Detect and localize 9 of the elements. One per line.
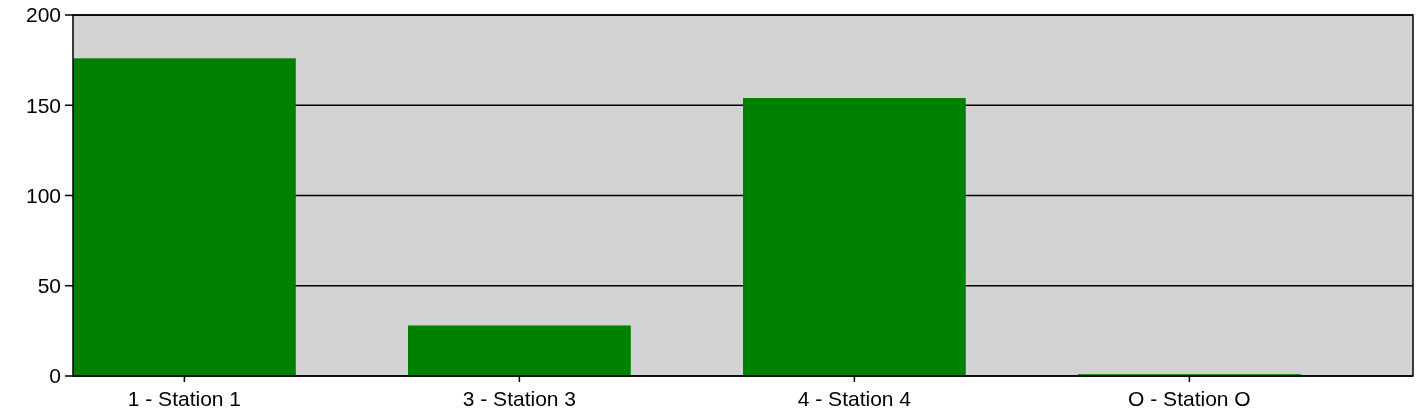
x-tick-label: 4 - Station 4 — [797, 387, 912, 410]
x-tick-label: O - Station O — [1128, 387, 1251, 410]
y-tick-label: 150 — [25, 93, 61, 117]
y-tick-label: 100 — [25, 183, 61, 207]
y-tick-label: 0 — [49, 364, 61, 388]
y-tick-label: 50 — [37, 274, 61, 298]
x-tick-label: 3 - Station 3 — [462, 387, 576, 410]
x-tick-label: 1 - Station 1 — [127, 387, 241, 410]
y-tick-label: 200 — [25, 3, 61, 27]
